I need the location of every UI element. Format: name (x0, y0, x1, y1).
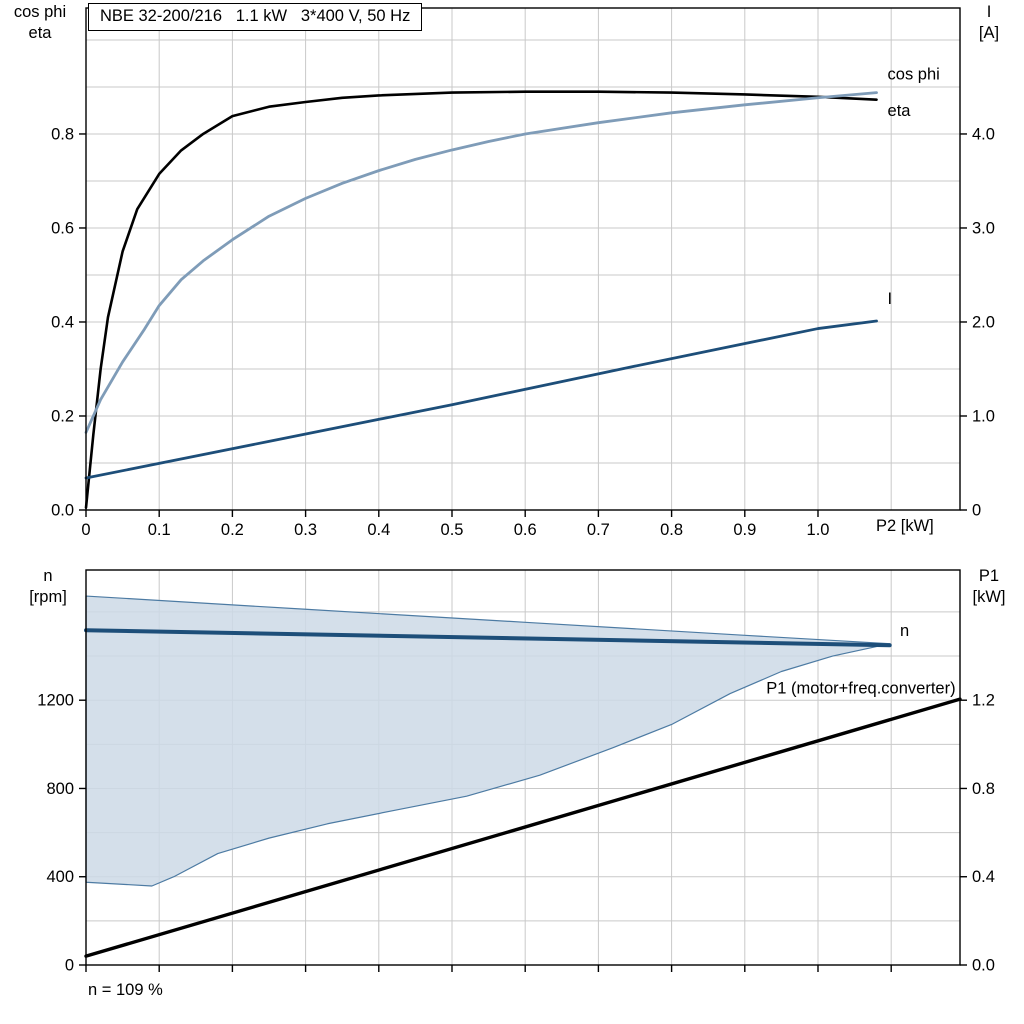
axis-label-cos-phi: cos phi (13, 3, 67, 21)
axis-label-speed-unit: [rpm] (29, 588, 67, 606)
axis-label-speed: n (43, 567, 53, 585)
top-left-axis-label: cos phi eta (2, 2, 78, 44)
curve-p1-motor-freq-converter (84, 697, 962, 958)
x-tick-label: 0.2 (221, 521, 244, 539)
duty-field-area (85, 595, 891, 887)
curve-i (84, 319, 878, 480)
cos-phi-label: cos phi (888, 66, 940, 84)
chart-title-box: NBE 32-200/216 1.1 kW 3*400 V, 50 Hz (88, 3, 423, 31)
speed-power-chart: 0 400 800 1200 0.0 0.4 0.8 1.2 n P1 (motor+freq.c… (37, 569, 995, 975)
x-tick-label: 0.5 (441, 521, 464, 539)
right-tick-label: 0.8 (972, 780, 995, 798)
bottom-right-axis-label: P1 [kW] (960, 566, 1018, 608)
right-tick-label: 2.0 (972, 313, 995, 331)
right-tick-label: 3.0 (972, 219, 995, 237)
axis-label-eta: eta (28, 24, 52, 42)
x-tick-label: 1.0 (807, 521, 830, 539)
axis-label-current-unit: [A] (978, 24, 1000, 42)
current-label: I (888, 290, 893, 308)
left-tick-label: 800 (46, 780, 74, 798)
left-tick-label: 0.2 (51, 407, 74, 425)
right-tick-label: 0.4 (972, 868, 995, 886)
curve-eta (84, 90, 878, 509)
plot-frame (85, 7, 961, 511)
eta-label: eta (888, 102, 912, 120)
left-tick-label: 0.0 (51, 502, 74, 520)
x-tick-label: 0.8 (660, 521, 683, 539)
left-tick-label: 0.8 (51, 125, 74, 143)
bottom-left-axis-label: n [rpm] (14, 566, 82, 608)
right-tick-label: 1.2 (972, 692, 995, 710)
axis-label-p1: P1 (978, 567, 1000, 585)
top-right-axis-label: I [A] (960, 2, 1018, 44)
plot-frame (85, 569, 961, 966)
right-tick-label: 1.0 (972, 407, 995, 425)
left-tick-label: 400 (46, 868, 74, 886)
x-tick-label: 0.6 (514, 521, 537, 539)
x-axis-label: P2 [kW] (876, 517, 934, 535)
x-tick-label: 0.1 (148, 521, 171, 539)
right-tick-label: 0.0 (972, 957, 995, 975)
left-tick-label: 0.6 (51, 219, 74, 237)
motor-efficiency-chart: 0 0.1 0.2 0.3 0.4 0.5 0.6 0.7 0.8 0.9 1.0 0.0 0.2 0.4… (51, 7, 995, 539)
p1-label: P1 (motor+freq.converter) (766, 680, 955, 698)
right-tick-label: 0 (972, 502, 981, 520)
x-tick-label: 0 (81, 521, 90, 539)
x-tick-label: 0.9 (733, 521, 756, 539)
curve-n (84, 628, 892, 648)
right-tick-label: 4.0 (972, 125, 995, 143)
x-tick-label: 0.7 (587, 521, 610, 539)
left-tick-label: 0 (65, 957, 74, 975)
x-tick-label: 0.4 (367, 521, 390, 539)
left-tick-label: 0.4 (51, 313, 74, 331)
x-tick-label: 0.3 (294, 521, 317, 539)
speed-percent-note: n = 109 % (88, 981, 163, 999)
speed-label: n (900, 622, 909, 640)
axis-label-p1-unit: [kW] (972, 588, 1006, 606)
left-tick-label: 1200 (37, 692, 74, 710)
axis-label-current: I (986, 3, 992, 21)
curve-cos-phi (84, 91, 878, 434)
